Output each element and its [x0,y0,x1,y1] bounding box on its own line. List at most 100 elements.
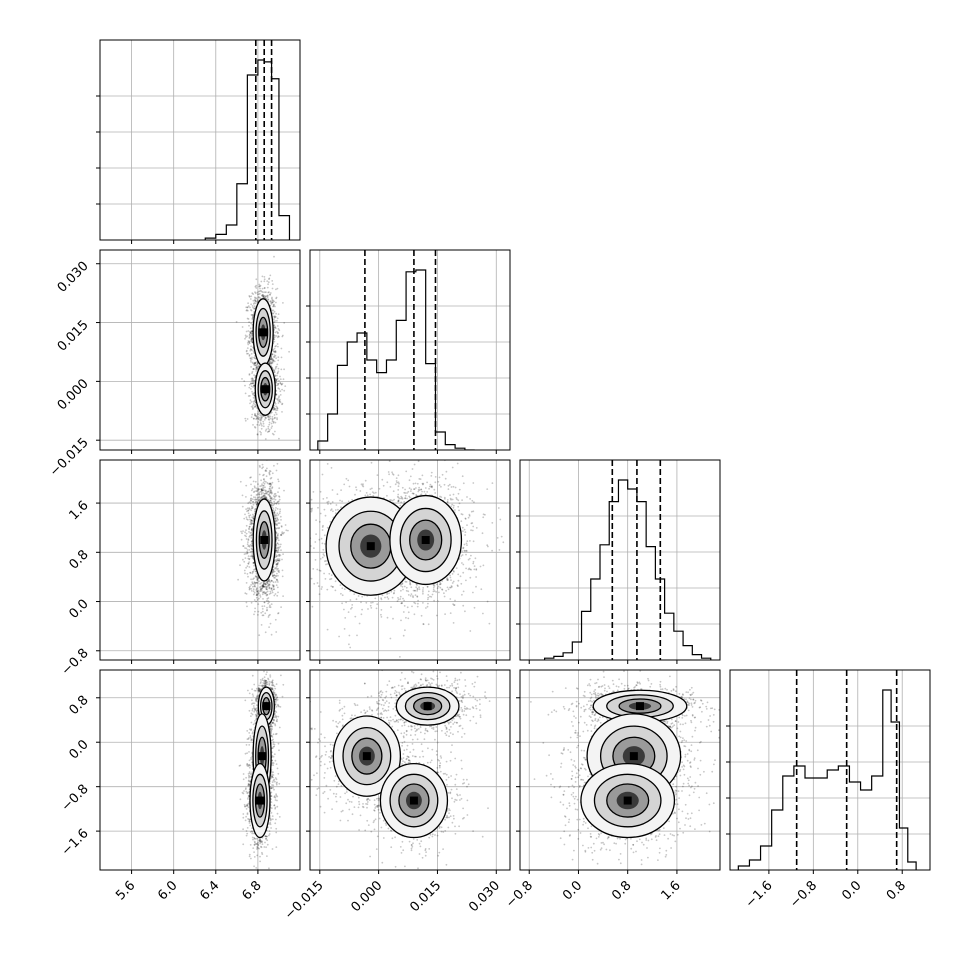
scatter-point [256,501,259,504]
scatter-point [245,309,248,312]
scatter-point [273,407,276,410]
scatter-point [264,631,267,634]
scatter-point [249,330,251,333]
scatter-point [255,418,258,421]
scatter-point [265,586,267,589]
scatter-point [271,486,274,489]
scatter-point [272,507,275,510]
scatter-point [251,316,254,319]
scatter-point [253,399,256,402]
scatter-point [264,490,267,493]
scatter-point [262,581,265,584]
scatter-point [260,289,262,292]
scatter-point [265,291,267,294]
scatter-point [246,347,249,349]
scatter-point [279,515,282,518]
scatter-point [262,291,264,294]
scatter-point [260,488,263,491]
scatter-point [273,369,275,371]
scatter-point [266,609,268,612]
scatter-point [252,585,254,588]
scatter-point [262,584,264,587]
scatter-point [256,293,259,296]
scatter-point [277,534,279,537]
scatter-point [277,561,279,564]
scatter-point [251,488,254,490]
scatter-point [270,504,273,507]
scatter-point [277,398,279,400]
scatter-point [276,406,279,409]
scatter-point [255,501,258,503]
scatter-point [261,424,263,427]
scatter-point [250,483,252,486]
scatter-point [281,335,284,338]
scatter-point [244,419,247,422]
scatter-point [273,356,276,358]
scatter-point [266,280,269,282]
grid [310,250,510,450]
scatter-point [250,382,252,384]
scatter-point [245,593,248,595]
scatter-point [258,496,260,499]
scatter-point [278,335,280,338]
scatter-point [277,371,279,374]
scatter-point [262,420,265,423]
scatter-point [259,466,261,468]
scatter-point [274,577,276,579]
scatter-point [250,303,253,306]
scatter-point [269,294,271,296]
scatter-point [256,433,259,435]
scatter-point [261,463,264,466]
scatter-point [250,337,253,340]
scatter-point [250,489,253,492]
scatter-point [246,306,249,309]
scatter-point [254,426,257,429]
scatter-point [271,361,274,363]
scatter-point [276,508,279,510]
scatter-point [270,361,273,364]
scatter-point [275,560,277,563]
scatter-point [248,342,251,345]
scatter-point [271,591,274,594]
scatter-point [258,416,261,419]
scatter-point [275,405,277,408]
scatter-point [245,535,248,538]
scatter-point [275,563,278,565]
scatter-point [254,368,257,371]
scatter-point [246,565,249,568]
scatter-point [270,358,273,360]
scatter-point [268,606,271,608]
scatter-point [257,299,259,302]
scatter-point [276,534,279,536]
scatter-point [260,417,263,419]
scatter-point [273,354,276,356]
scatter-point [245,582,248,584]
scatter-point [274,618,277,621]
scatter-point [263,489,266,492]
scatter-point [246,551,249,554]
scatter-point [241,494,244,497]
scatter-point [271,280,274,282]
scatter-point [266,593,268,596]
scatter-point [268,584,271,586]
scatter-point [269,300,272,303]
scatter-point [251,356,253,359]
scatter-point [255,596,258,599]
scatter-point [258,597,260,600]
scatter-point [267,597,270,599]
scatter-point [255,503,258,506]
scatter-point [281,402,284,405]
scatter-point [250,507,253,510]
scatter-point [273,340,276,343]
scatter-point [272,360,274,362]
scatter-point [266,467,268,470]
scatter-point [269,500,271,502]
scatter-point [263,296,266,299]
scatter-point [274,350,277,353]
scatter-point [275,631,278,633]
scatter-point [268,583,271,585]
scatter-point [277,543,280,546]
scatter-point [267,430,270,433]
scatter-point [266,588,268,591]
scatter-point [250,352,253,355]
